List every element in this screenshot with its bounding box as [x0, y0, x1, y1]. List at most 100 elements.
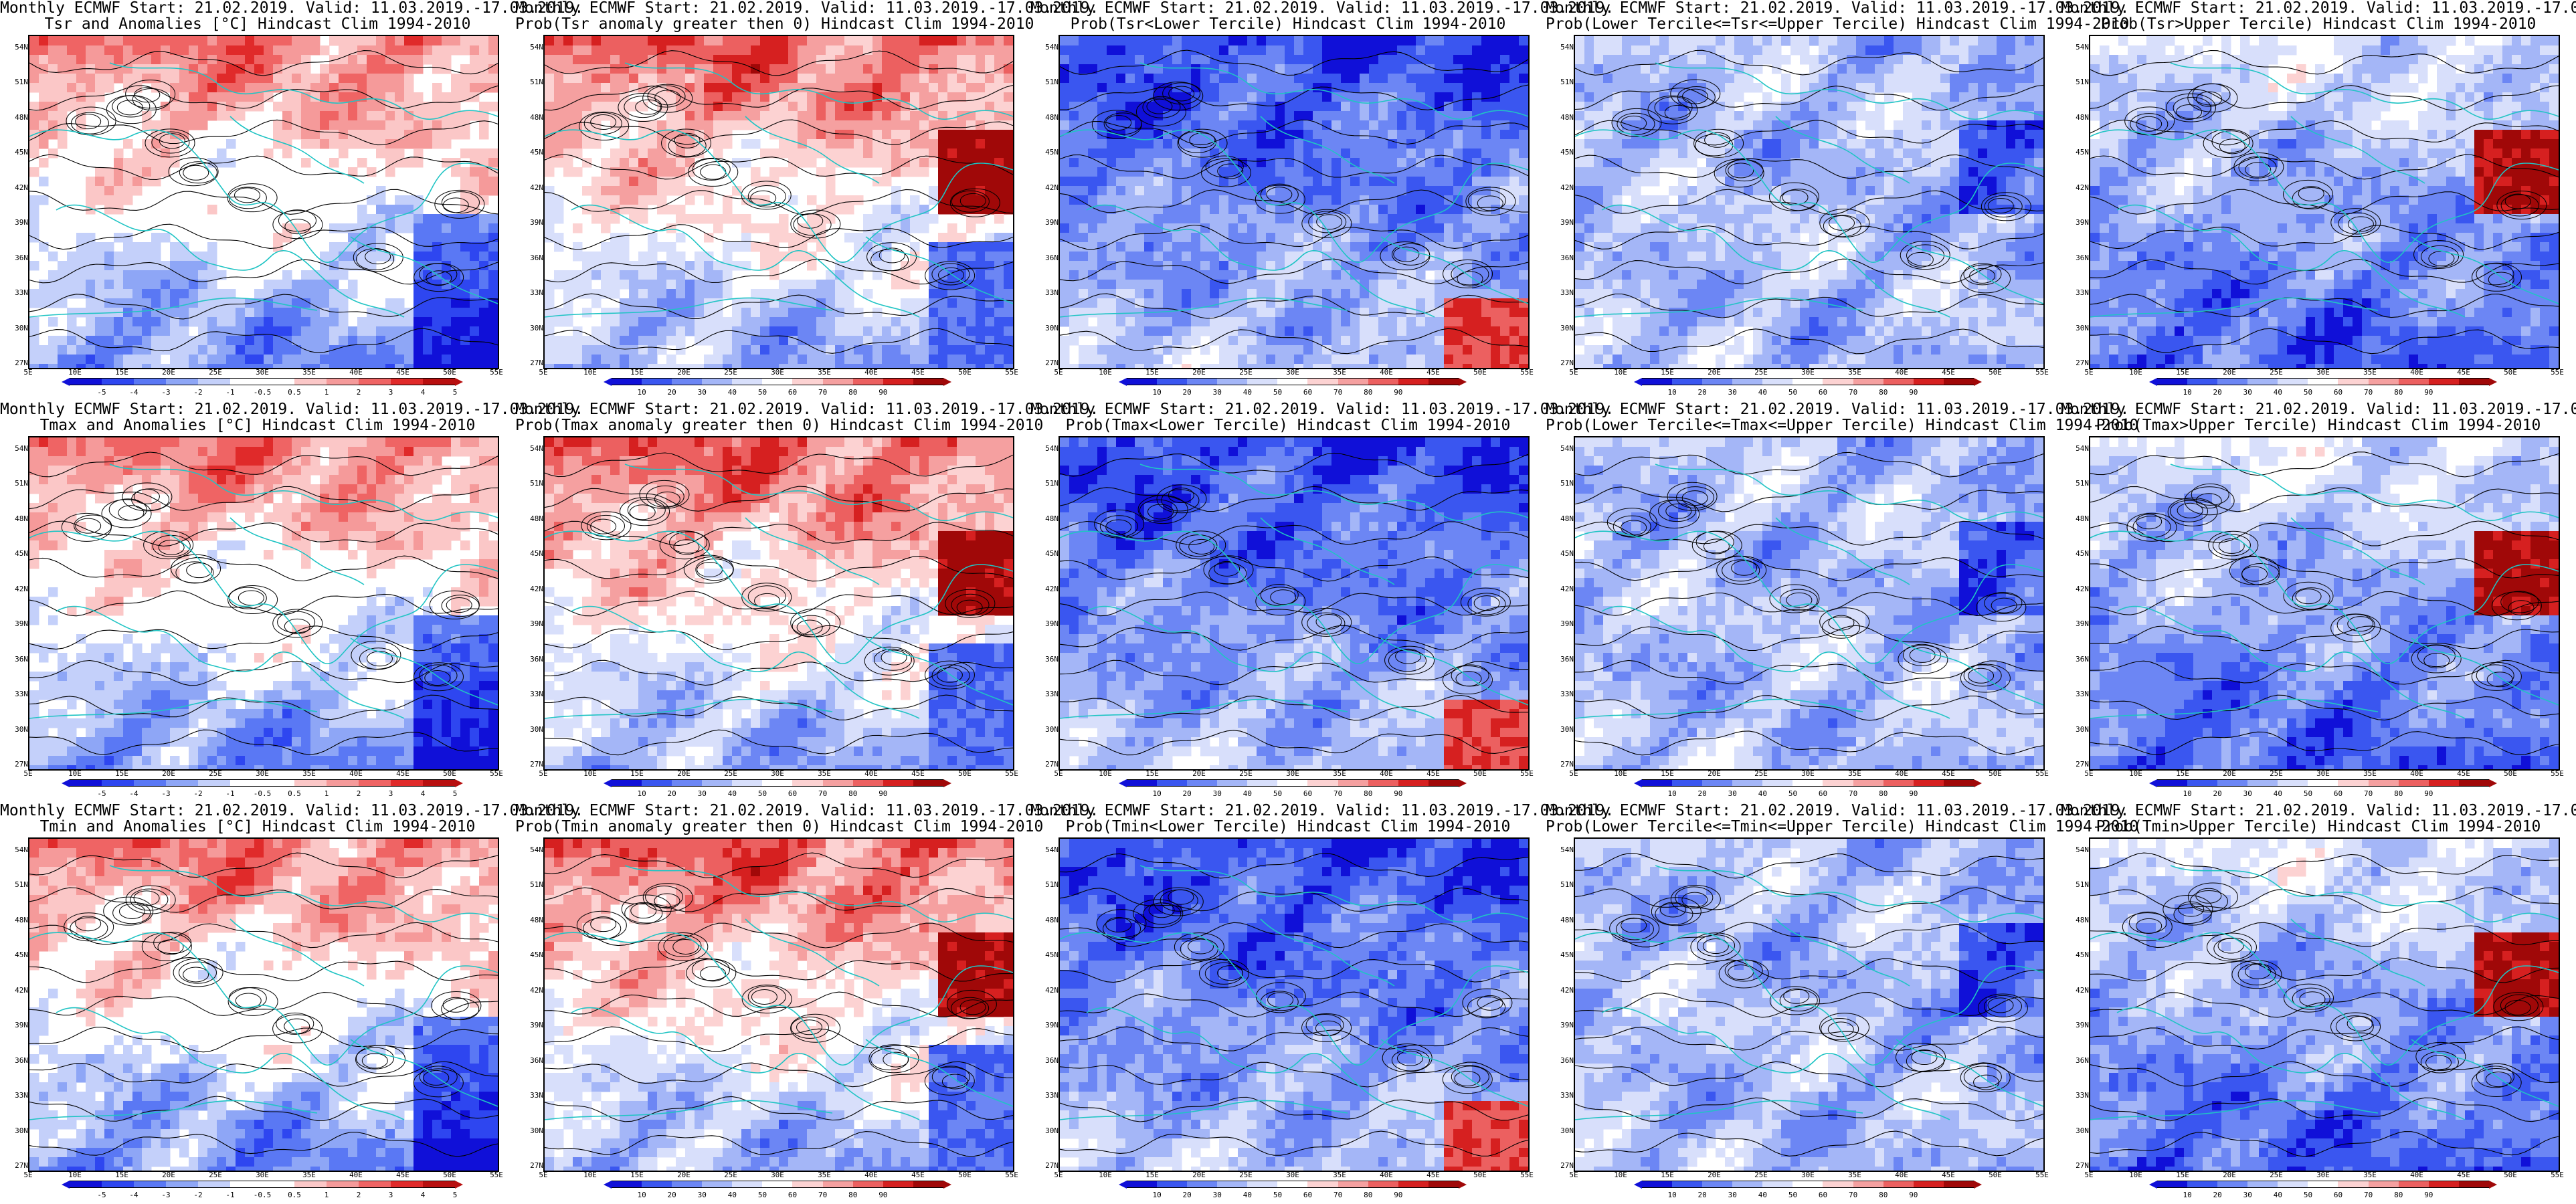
longitude-label: 15E [2169, 1171, 2196, 1179]
longitude-label: 5E [15, 769, 41, 778]
colorbar-tick-label: 50 [1779, 789, 1806, 798]
colorbar-swatch [230, 378, 262, 385]
colorbar-swatch [294, 378, 327, 385]
colorbar-swatch [2217, 1181, 2248, 1188]
colorbar-left-arrow [604, 779, 612, 787]
colorbar-tick-label: 1 [313, 789, 340, 798]
latitude-label: 45N [1036, 148, 1059, 157]
colorbar-tick-label: 70 [1840, 388, 1867, 397]
longitude-label: 50E [1467, 769, 1493, 778]
forecast-panel: Monthly ECMWF Start: 21.02.2019. Valid: … [0, 803, 583, 1204]
latitude-label: 33N [5, 690, 28, 698]
colorbar-tick-label: -1 [217, 388, 244, 397]
colorbar-swatch [1883, 779, 1914, 787]
longitude-label: 20E [2216, 1171, 2243, 1179]
colorbar-left-arrow [2149, 779, 2157, 787]
latitude-label: 54N [5, 43, 28, 52]
colorbar-tick-label: 30 [1719, 388, 1746, 397]
colorbar-tick-label: 2 [345, 1191, 372, 1199]
latitude-label: 54N [2066, 444, 2089, 453]
latitude-label: 54N [1036, 444, 1059, 453]
latitude-label: 45N [1551, 950, 1574, 959]
longitude-label: 40E [1373, 769, 1400, 778]
colorbar-swatch [852, 378, 883, 385]
colorbar-swatch [883, 378, 913, 385]
longitude-label: 10E [1092, 1171, 1119, 1179]
map-svg [29, 36, 498, 368]
colorbar-left-arrow [62, 378, 70, 386]
latitude-label: 27N [1551, 1161, 1574, 1170]
colorbar-swatch [1943, 779, 1974, 787]
colorbar-tick-label: 60 [1810, 388, 1837, 397]
longitude-label: 10E [577, 368, 604, 377]
panel-title: Monthly ECMWF Start: 21.02.2019. Valid: … [1030, 803, 1614, 819]
colorbar-tick-label: 20 [658, 789, 685, 798]
colorbar-swatch [883, 779, 913, 787]
latitude-label: 33N [5, 1091, 28, 1100]
colorbar-swatch [2428, 779, 2459, 787]
longitude-label: 50E [2497, 368, 2524, 377]
colorbar-tick-label: 10 [2174, 1191, 2201, 1199]
longitude-label: 5E [1045, 368, 1072, 377]
latitude-label: 51N [1551, 880, 1574, 889]
map-field [543, 35, 1014, 369]
colorbar-swatch [1368, 378, 1398, 385]
longitude-label: 35E [1326, 368, 1353, 377]
colorbar-tick-label: 50 [2294, 1191, 2321, 1199]
colorbar-swatch [1368, 779, 1398, 787]
longitude-label: 25E [2263, 769, 2290, 778]
latitude-label: 33N [1036, 690, 1059, 698]
map-svg [29, 839, 498, 1171]
colorbar-tick-label: 70 [2355, 789, 2382, 798]
colorbar-swatch [230, 779, 262, 787]
panel-title: Monthly ECMWF Start: 21.02.2019. Valid: … [0, 0, 583, 16]
colorbar-tick-label: 1 [313, 1191, 340, 1199]
colorbar-swatch [1157, 1181, 1188, 1188]
colorbar-left-arrow [604, 1181, 612, 1189]
colorbar-swatch [2187, 378, 2218, 385]
latitude-label: 27N [5, 359, 28, 367]
colorbar-swatch [359, 1181, 391, 1188]
colorbar-swatch [1792, 779, 1823, 787]
colorbar-swatch [1127, 779, 1158, 787]
colorbar-tick-label: -0.5 [249, 789, 276, 798]
longitude-label: 50E [1467, 368, 1493, 377]
longitude-label: 45E [1420, 769, 1447, 778]
map-svg [1060, 839, 1528, 1171]
colorbar-swatch [1672, 779, 1703, 787]
latitude-label: 39N [5, 619, 28, 628]
longitude-label: 35E [2357, 769, 2383, 778]
colorbar-swatch [1398, 779, 1429, 787]
map-field [28, 837, 499, 1172]
longitude-label: 40E [1888, 769, 1915, 778]
latitude-label: 30N [1036, 1126, 1059, 1135]
colorbar-swatch [2368, 1181, 2399, 1188]
latitude-label: 45N [521, 950, 543, 959]
colorbar-tick-label: 80 [840, 388, 866, 397]
colorbar-swatch [1187, 1181, 1218, 1188]
colorbar-swatch [2458, 779, 2489, 787]
longitude-label: 55E [998, 769, 1025, 778]
colorbar-swatch [1217, 1181, 1248, 1188]
colorbar-tick-label: 40 [719, 1191, 745, 1199]
colorbar-tick-label: 20 [1174, 789, 1200, 798]
colorbar-tick-label: 40 [1749, 789, 1776, 798]
colorbar-swatch [2428, 378, 2459, 385]
colorbar-right-arrow [943, 1181, 951, 1189]
colorbar-swatch [262, 1181, 294, 1188]
colorbar-swatch [198, 378, 230, 385]
latitude-label: 48N [1036, 916, 1059, 924]
colorbar-swatch [1187, 378, 1218, 385]
colorbar-tick-label: 50 [1264, 1191, 1291, 1199]
latitude-label: 30N [5, 324, 28, 332]
latitude-label: 27N [2066, 760, 2089, 769]
colorbar-swatch [612, 378, 642, 385]
colorbar-tick-label: 20 [658, 1191, 685, 1199]
longitude-label: 30E [1279, 769, 1306, 778]
colorbar-right-arrow [2488, 378, 2497, 386]
latitude-label: 27N [5, 760, 28, 769]
colorbar-swatch [2308, 1181, 2338, 1188]
longitude-label: 50E [436, 769, 463, 778]
colorbar-tick-label: 30 [688, 388, 715, 397]
latitude-label: 54N [521, 444, 543, 453]
